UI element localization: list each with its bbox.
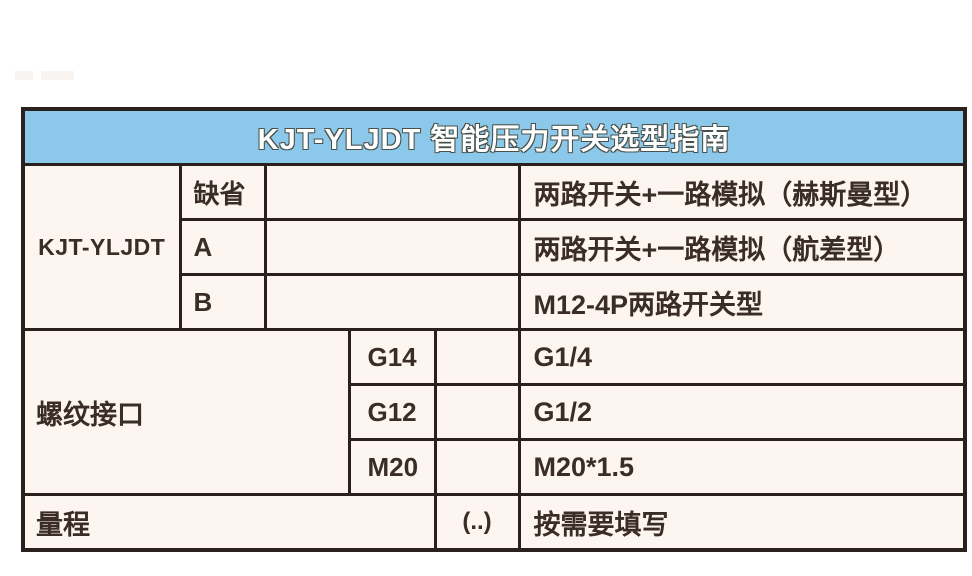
thread-description: G1/4 <box>517 328 967 386</box>
table-row: KJT-YLJDT 缺省 两路开关+一路模拟（赫斯曼型） <box>21 163 967 331</box>
fill-in-cell <box>263 273 521 331</box>
range-description: 按需要填写 <box>517 493 967 552</box>
fill-in-cell <box>433 383 521 441</box>
option-description: 两路开关+一路模拟（航差型） <box>517 218 967 276</box>
table-row: A 两路开关+一路模拟（航差型） <box>23 218 967 276</box>
range-label: 量程 <box>21 493 437 552</box>
option-description: M12-4P两路开关型 <box>517 273 967 331</box>
option-code-default: 缺省 <box>178 163 267 221</box>
series-label: KJT-YLJDT <box>21 163 182 331</box>
watermark-mark <box>41 71 74 80</box>
fill-in-cell <box>433 328 521 386</box>
table-row: M20 M20*1.5 <box>23 438 967 496</box>
thread-port-label: 螺纹接口 <box>21 328 351 496</box>
fill-in-cell <box>263 163 521 221</box>
thread-code-m20: M20 <box>347 438 437 496</box>
table-title: KJT-YLJDT 智能压力开关选型指南 <box>21 107 967 166</box>
table-row: 量程 (..) 按需要填写 <box>21 493 967 552</box>
fill-in-cell <box>263 218 521 276</box>
thread-code-g14: G14 <box>347 328 437 386</box>
option-code-b: B <box>178 273 267 331</box>
watermark-mark <box>15 71 33 80</box>
table-row: B M12-4P两路开关型 <box>23 273 967 331</box>
faint-watermark <box>15 71 74 80</box>
header-row: KJT-YLJDT 智能压力开关选型指南 <box>21 107 967 166</box>
option-code-a: A <box>178 218 267 276</box>
fill-in-cell <box>433 438 521 496</box>
selection-guide-table: KJT-YLJDT 智能压力开关选型指南 KJT-YLJDT 缺省 两路开关+一… <box>21 107 967 552</box>
table-row: 螺纹接口 G14 G1/4 <box>21 328 967 496</box>
option-description: 两路开关+一路模拟（赫斯曼型） <box>517 163 967 221</box>
range-code: (..) <box>433 493 521 552</box>
table-row: G12 G1/2 <box>23 383 967 441</box>
thread-description: G1/2 <box>517 383 967 441</box>
thread-description: M20*1.5 <box>517 438 967 496</box>
thread-code-g12: G12 <box>347 383 437 441</box>
